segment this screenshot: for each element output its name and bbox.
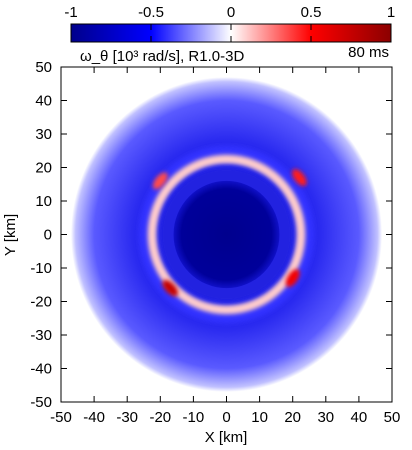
x-tick-label: 40 (351, 409, 368, 426)
vorticity-field (70, 77, 383, 392)
positive-vorticity-hotspot (285, 269, 300, 287)
plot-area (61, 67, 392, 402)
chart-title: ω_θ [10³ rad/s], R1.0-3D (80, 48, 244, 65)
colorbar-tick-label: -1 (64, 4, 77, 21)
x-tick-label: 10 (251, 409, 268, 426)
y-tick-label: 30 (35, 126, 52, 143)
colorbar-tick-label: 0.5 (301, 4, 322, 21)
x-tick-label: 30 (317, 409, 334, 426)
x-tick-label: 0 (222, 409, 230, 426)
y-tick-label: -50 (30, 394, 52, 411)
inner-vorticity-core (173, 180, 280, 289)
y-tick-label: -10 (30, 260, 52, 277)
x-tick-label: -10 (183, 409, 205, 426)
y-tick-label: 20 (35, 160, 52, 177)
positive-vorticity-hotspot (162, 280, 178, 297)
y-axis: -50 -40 -30 -20 -10 0 10 20 30 40 50 (30, 59, 392, 411)
y-tick-label: -20 (30, 294, 52, 311)
colorbar-ticks: -1 -0.5 0 0.5 1 (64, 4, 395, 42)
colorbar-tick-label: 0 (227, 4, 235, 21)
y-tick-label: 40 (35, 93, 52, 110)
x-tick-label: 50 (384, 409, 401, 426)
positive-vorticity-hotspot (292, 169, 307, 187)
x-axis-label: X [km] (205, 429, 248, 446)
positive-vorticity-hotspot (152, 172, 168, 190)
x-tick-label: 20 (284, 409, 301, 426)
y-tick-label: -30 (30, 327, 52, 344)
colorbar-tick-label: -0.5 (138, 4, 164, 21)
x-tick-label: -20 (149, 409, 171, 426)
y-tick-label: -40 (30, 361, 52, 378)
ring-shadow (138, 145, 315, 324)
y-tick-label: 10 (35, 193, 52, 210)
y-axis-label: Y [km] (2, 214, 19, 256)
colorbar-tick-label: 1 (387, 4, 395, 21)
x-tick-label: -50 (50, 409, 72, 426)
x-axis: -50 -40 -30 -20 -10 0 10 20 30 40 50 (50, 67, 400, 426)
y-tick-label: 0 (44, 227, 52, 244)
time-label: 80 ms (348, 44, 389, 61)
shear-ring (147, 154, 306, 315)
colorbar: -1 -0.5 0 0.5 1 (64, 4, 395, 43)
y-tick-label: 50 (35, 59, 52, 76)
x-tick-label: -40 (83, 409, 105, 426)
x-tick-label: -30 (116, 409, 138, 426)
